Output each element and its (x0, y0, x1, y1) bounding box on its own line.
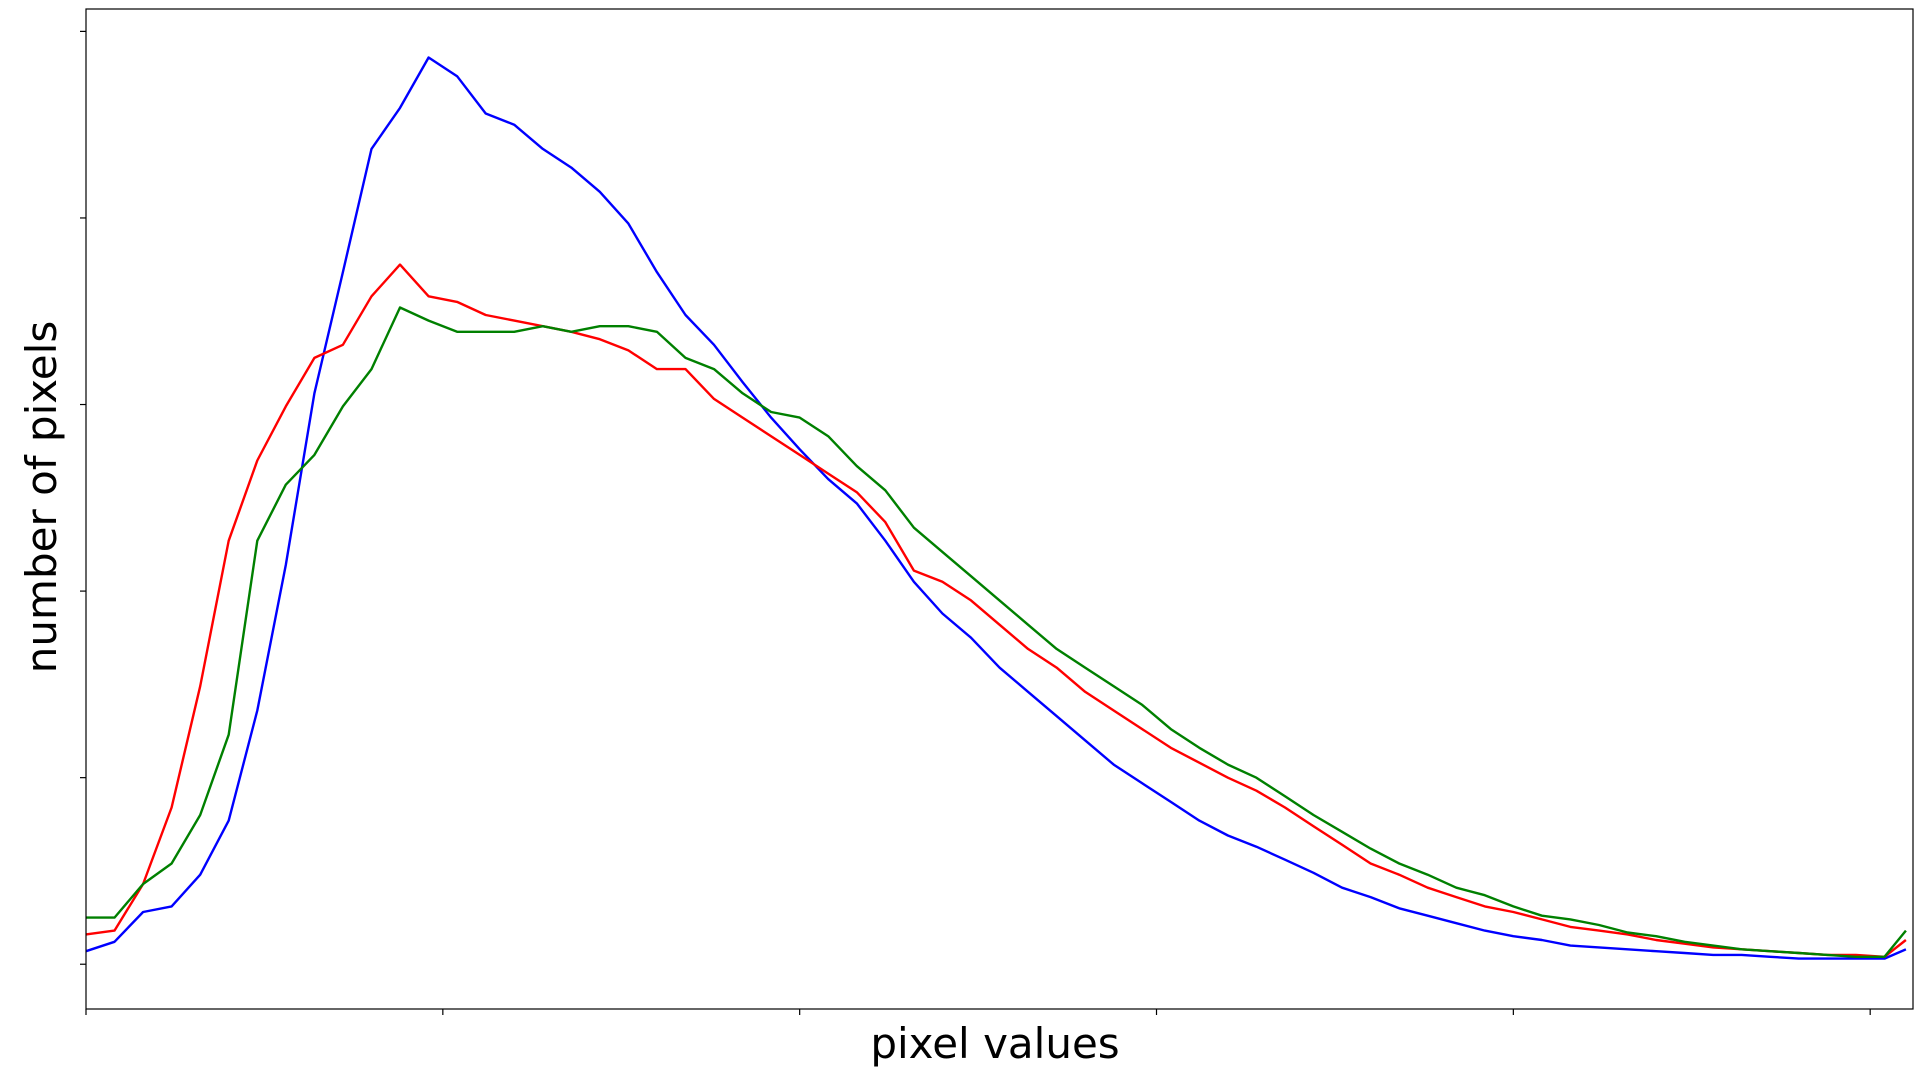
data-line (86, 306, 1907, 958)
y-axis-label: number of pixels (17, 321, 66, 673)
plot-frame (85, 8, 1914, 1010)
x-axis-label: pixel values (870, 1019, 1119, 1068)
data-line (85, 263, 1907, 958)
data-line (85, 56, 1907, 960)
